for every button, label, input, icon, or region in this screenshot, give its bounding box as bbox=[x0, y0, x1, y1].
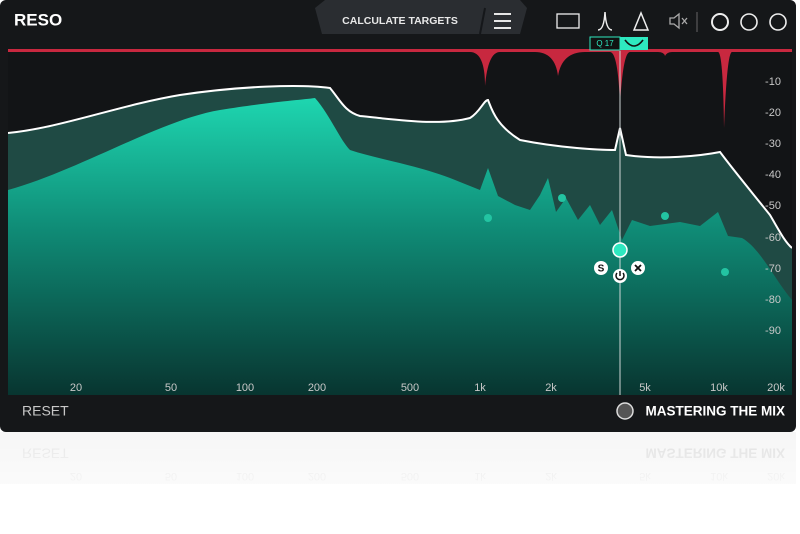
calculate-button[interactable]: CALCULATE TARGETS bbox=[342, 15, 458, 27]
solo-label[interactable]: S bbox=[598, 264, 605, 275]
db-label: -60 bbox=[765, 232, 781, 244]
spectrum bbox=[8, 50, 792, 395]
ab-icon[interactable] bbox=[556, 13, 580, 29]
peak-line bbox=[8, 85, 792, 249]
freq-label: 20k bbox=[767, 382, 785, 394]
settings-icon[interactable] bbox=[711, 13, 729, 31]
db-label: -10 bbox=[765, 76, 781, 88]
selected-node[interactable] bbox=[612, 242, 628, 258]
db-label: -50 bbox=[765, 200, 781, 212]
help-icon[interactable] bbox=[769, 13, 787, 31]
band-dot[interactable] bbox=[558, 194, 566, 202]
current-spectrum bbox=[8, 98, 792, 395]
freq-label: 10k bbox=[710, 382, 728, 394]
key-icon[interactable] bbox=[740, 13, 758, 31]
freq-label: 100 bbox=[236, 382, 254, 394]
main-panel: RESO CALCULATE TARGETS Q 17 S 20 50 100 200 500 1… bbox=[0, 0, 796, 432]
band-dot[interactable] bbox=[721, 268, 729, 276]
band-dot[interactable] bbox=[484, 214, 492, 222]
freq-label: 200 bbox=[308, 382, 326, 394]
delta-icon[interactable] bbox=[632, 11, 650, 31]
freq-label: 5k bbox=[639, 382, 651, 394]
db-label: -20 bbox=[765, 107, 781, 119]
shape-icon bbox=[624, 39, 644, 47]
shape-box[interactable] bbox=[620, 37, 648, 50]
plugin-title: RESO bbox=[14, 10, 62, 29]
freq-label: 2k bbox=[545, 382, 557, 394]
db-label: -70 bbox=[765, 263, 781, 275]
solo-button[interactable] bbox=[594, 261, 608, 275]
mute-icon[interactable] bbox=[669, 12, 688, 30]
brand-logo bbox=[616, 402, 634, 420]
db-label: -80 bbox=[765, 294, 781, 306]
reflection-fade bbox=[0, 432, 800, 534]
power-icon bbox=[615, 271, 625, 281]
menu-icon[interactable] bbox=[494, 13, 511, 29]
db-label: -40 bbox=[765, 169, 781, 181]
tab-divider bbox=[479, 7, 486, 35]
db-label: -30 bbox=[765, 138, 781, 150]
freq-label: 50 bbox=[165, 382, 177, 394]
freq-label: 500 bbox=[401, 382, 419, 394]
band-dot[interactable] bbox=[661, 212, 669, 220]
x-icon bbox=[634, 264, 642, 272]
freq-label: 1k bbox=[474, 382, 486, 394]
brand-name: MASTERING THE MIX bbox=[645, 404, 785, 419]
db-label: -90 bbox=[765, 325, 781, 337]
top-tab bbox=[315, 0, 527, 34]
q-label: Q 17 bbox=[596, 39, 614, 48]
freq-label: 20 bbox=[70, 382, 82, 394]
reset-button[interactable]: RESET bbox=[22, 403, 69, 419]
bell-icon[interactable] bbox=[597, 11, 613, 31]
